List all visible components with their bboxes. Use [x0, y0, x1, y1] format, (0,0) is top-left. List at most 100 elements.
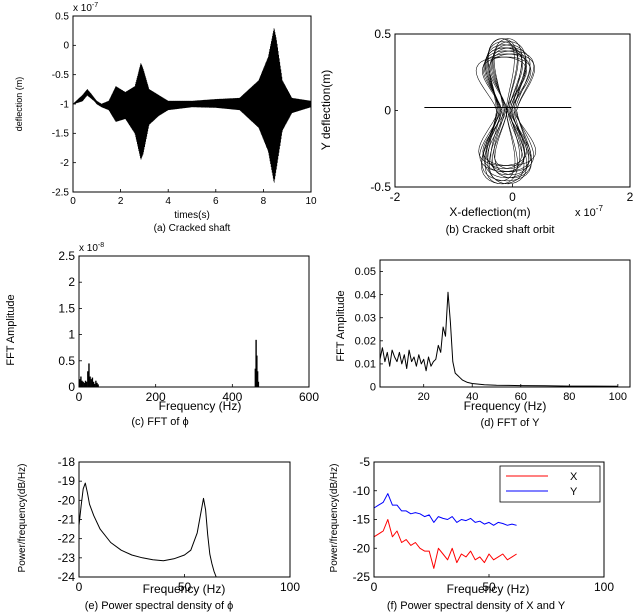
x-tick-label: 600: [299, 390, 319, 404]
x-tick-label: 200: [146, 390, 166, 404]
series-line-deflection: [72, 28, 312, 183]
x-axis-label: Frequency (Hz): [159, 399, 242, 413]
series-line-psd-y: [373, 493, 517, 526]
y-tick-label: 0.02: [355, 335, 376, 347]
y-tick-label: 0.05: [355, 266, 376, 278]
axes-box: [78, 461, 291, 578]
caption: (c) FFT of ϕ: [131, 416, 188, 428]
series-line-psd-x: [373, 519, 517, 569]
y-tick-label: -18: [58, 455, 76, 469]
y-tick-label: -1: [60, 99, 69, 110]
y-tick-label: -20: [353, 541, 371, 555]
x-tick-label: 6: [213, 196, 219, 207]
x-tick-label: 50: [178, 580, 192, 594]
chart-f: 0 50 100-25-20-15-10-5 X Y Frequency (Hz) …: [329, 455, 614, 612]
x-axis-label: X-deflection(m): [449, 205, 530, 219]
chart-b: -2 0 2 -0.5 0 0.5 x 10-7 X-deflection(m) Y de…: [319, 27, 634, 236]
x-tick-label: 0: [76, 390, 83, 404]
chart-a: 0 2 4 6 8 10 -2.5 -2 -1.5 -1 -0.5 0 0.5 x 10-7 times…: [14, 2, 317, 234]
chart-d: 20 40 60 80 100 0 0.01 0.02 0.03 0.04 0.05 Frequen…: [335, 259, 631, 429]
y-tick-label: -20: [58, 493, 76, 507]
y-tick-label: -5: [359, 455, 370, 469]
y-tick-label: 0.5: [58, 354, 75, 368]
y-exponent: x 10-8: [79, 242, 104, 254]
caption: (d) FFT of Y: [481, 417, 541, 429]
x-tick-label: 8: [261, 196, 267, 207]
y-tick-label: -21: [58, 513, 76, 527]
y-tick-label: -2: [60, 158, 69, 169]
x-tick-label: 50: [482, 580, 496, 594]
chart-c: 0 200 400 600 0 0.5 1 1.5 2 2.5 x 10-8 Frequency …: [5, 242, 319, 428]
x-axis-label: Frequency (Hz): [447, 582, 530, 596]
x-tick-label: 400: [222, 390, 242, 404]
y-tick-label: 0.5: [55, 11, 69, 22]
y-tick-label: -19: [58, 474, 76, 488]
x-tick-label: 40: [466, 391, 478, 403]
x-tick-label: 4: [165, 196, 171, 207]
axes-box: [78, 255, 310, 388]
x-tick-label: 100: [594, 580, 614, 594]
x-tick-label: 60: [515, 391, 527, 403]
x-tick-label: 100: [280, 580, 300, 594]
x-tick-label: 0: [70, 196, 76, 207]
x-axis-label: Frequency (Hz): [464, 399, 547, 413]
caption: (f) Power spectral density of X and Y: [387, 600, 566, 612]
legend-label-x: X: [570, 471, 578, 483]
y-axis-label: Y deflection(m): [319, 70, 333, 150]
y-axis-label: FFT Amplitude: [335, 290, 347, 361]
y-tick-label: 0: [384, 104, 391, 118]
x-axis-label: times(s): [174, 210, 210, 221]
y-axis-label: FFT Amplitude: [5, 294, 17, 365]
caption: (a) Cracked shaft: [154, 223, 231, 234]
x-tick-label: 2: [118, 196, 124, 207]
x-tick-label: 100: [609, 391, 627, 403]
y-tick-label: -15: [353, 513, 371, 527]
axes-box: [394, 33, 631, 188]
y-tick-label: 0.5: [374, 27, 391, 41]
y-tick-label: 1.5: [58, 301, 75, 315]
y-tick-label: -22: [58, 532, 76, 546]
x-tick-label: -2: [390, 190, 401, 204]
legend-label-y: Y: [570, 486, 578, 498]
x-tick-label: 0: [76, 580, 83, 594]
orbit-loop: [488, 38, 527, 185]
y-exponent: x 10-7: [73, 2, 98, 14]
x-axis-label: Frequency (Hz): [143, 582, 226, 596]
orbit-loop: [485, 44, 523, 169]
x-tick-label: 2: [627, 190, 634, 204]
y-tick-label: 0: [63, 41, 69, 52]
orbit-loop: [481, 38, 525, 185]
chart-e: 0 50 100 -24 -23 -22 -21 -20 -19 -18 Frequency (H…: [17, 455, 300, 612]
y-tick-label: 0.03: [355, 312, 376, 324]
y-axis-label: Power/frequency(dB/Hz): [329, 464, 340, 573]
y-tick-label: -1.5: [52, 129, 70, 140]
axes-box: [379, 259, 631, 388]
y-axis-label: deflection (m): [14, 77, 24, 132]
y-tick-label: -25: [353, 570, 371, 584]
caption: (b) Cracked shaft orbit: [446, 224, 555, 236]
y-axis-label: Power/frequency(dB/Hz): [17, 464, 28, 573]
orbit-loop: [482, 41, 537, 166]
orbit-loop: [479, 47, 532, 172]
series-line-fft-y: [379, 291, 618, 387]
y-tick-label: 0: [68, 380, 75, 394]
x-tick-label: 0: [371, 580, 378, 594]
orbit-loop: [487, 47, 534, 172]
legend-box: [499, 465, 601, 503]
x-tick-label: 0: [509, 190, 516, 204]
y-tick-label: 0.01: [355, 359, 376, 371]
x-exponent: x 10-7: [575, 204, 603, 219]
y-tick-label: -24: [58, 570, 76, 584]
legend: X Y: [499, 465, 601, 503]
y-tick-label: -2.5: [52, 187, 70, 198]
orbit-loop: [482, 53, 531, 179]
y-tick-label: 2.5: [58, 249, 75, 263]
x-tick-label: 20: [418, 391, 430, 403]
y-tick-label: -0.5: [370, 180, 391, 194]
y-tick-label: -0.5: [52, 70, 70, 81]
x-tick-label: 80: [563, 391, 575, 403]
x-tick-label: 10: [305, 196, 317, 207]
series-line-psd-phi: [78, 482, 217, 578]
caption: (e) Power spectral density of ϕ: [85, 600, 234, 612]
